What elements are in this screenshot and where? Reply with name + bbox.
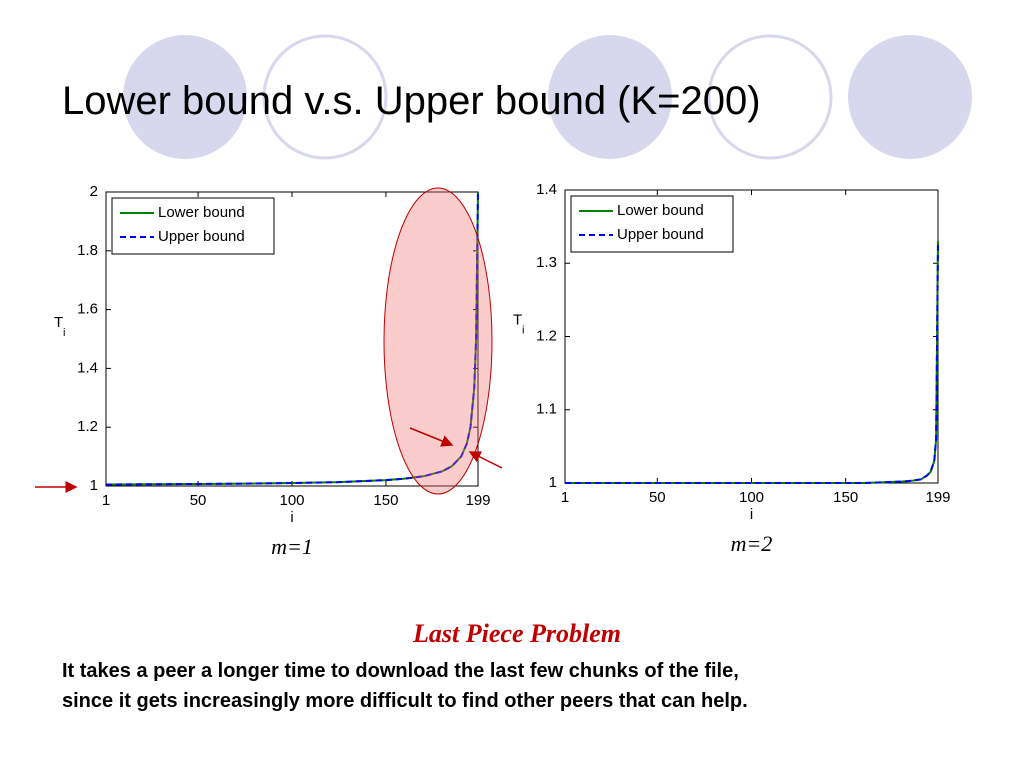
series-line xyxy=(565,241,939,484)
decor-circle xyxy=(707,34,833,160)
y-axis-label: T xyxy=(513,311,522,328)
legend-label: Upper bound xyxy=(158,228,245,245)
x-tick-label: 50 xyxy=(190,492,207,509)
y-axis-label: T xyxy=(54,314,63,331)
decor-circle xyxy=(262,34,388,160)
x-axis-label: i xyxy=(750,506,753,523)
y-tick-label: 1 xyxy=(549,474,557,491)
arrow xyxy=(468,451,503,469)
slide-title: Lower bound v.s. Upper bound (K=200) xyxy=(62,79,761,123)
y-tick-label: 1.2 xyxy=(536,327,557,344)
y-tick-label: 2 xyxy=(90,183,98,200)
x-axis-label: i xyxy=(290,509,293,526)
subtitle: Last Piece Problem xyxy=(412,619,621,648)
chart-caption: m=2 xyxy=(731,531,773,556)
decor-circle xyxy=(548,35,672,159)
legend-box xyxy=(111,197,275,255)
y-tick-label: 1.8 xyxy=(77,242,98,259)
x-tick-label: 100 xyxy=(739,489,764,506)
legend-label: Upper bound xyxy=(617,226,704,243)
legend-box xyxy=(570,195,734,253)
decor-circle xyxy=(848,35,972,159)
x-tick-label: 150 xyxy=(833,489,858,506)
y-tick-label: 1.4 xyxy=(77,359,98,376)
highlight-ellipse xyxy=(383,187,493,495)
y-tick-label: 1.6 xyxy=(77,301,98,318)
y-axis-label-sub: i xyxy=(522,324,524,336)
chart-caption: m=1 xyxy=(271,534,313,559)
legend-label: Lower bound xyxy=(617,202,704,219)
y-tick-label: 1 xyxy=(90,477,98,494)
series-line xyxy=(105,191,479,486)
x-tick-label: 1 xyxy=(102,492,110,509)
x-tick-label: 199 xyxy=(925,489,950,506)
body-line: It takes a peer a longer time to downloa… xyxy=(62,660,739,682)
x-tick-label: 1 xyxy=(561,489,569,506)
y-tick-label: 1.2 xyxy=(77,418,98,435)
x-tick-label: 100 xyxy=(279,492,304,509)
legend-label: Lower bound xyxy=(158,204,245,221)
y-tick-label: 1.1 xyxy=(536,401,557,418)
x-tick-label: 50 xyxy=(649,489,666,506)
decor-circle xyxy=(123,35,247,159)
x-tick-label: 150 xyxy=(373,492,398,509)
y-axis-label-sub: i xyxy=(63,327,65,339)
y-tick-label: 1.3 xyxy=(536,254,557,271)
y-tick-label: 1.4 xyxy=(536,181,557,198)
arrow xyxy=(409,427,454,447)
body-line: since it gets increasingly more difficul… xyxy=(62,690,748,712)
x-tick-label: 199 xyxy=(465,492,490,509)
